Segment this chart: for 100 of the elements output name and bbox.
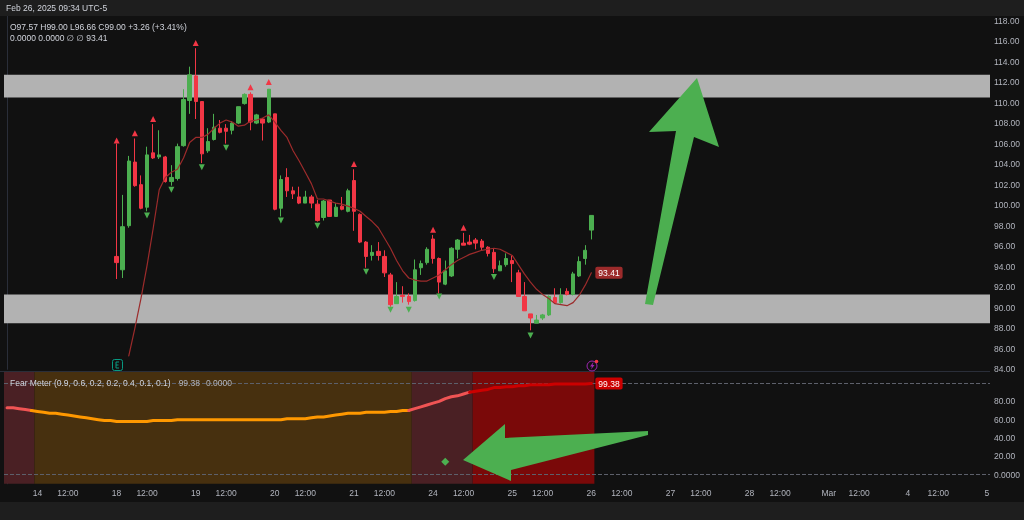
y-tick-label: 114.00 xyxy=(994,56,1020,67)
candlestick xyxy=(419,260,423,276)
candlestick xyxy=(547,294,551,317)
candlestick xyxy=(242,92,247,106)
x-tick-label: 12:00 xyxy=(452,488,475,499)
x-tick-label: 12:00 xyxy=(215,488,238,499)
line-series xyxy=(29,408,411,423)
x-tick-label: 14 xyxy=(32,488,43,499)
candlestick xyxy=(534,314,539,324)
candlestick xyxy=(504,252,508,268)
data-label: 93.41 xyxy=(598,267,620,278)
candlestick xyxy=(218,119,222,134)
y-tick-label: 96.00 xyxy=(994,241,1016,252)
y-tick-label: 104.00 xyxy=(994,159,1021,170)
text: Feb 26, 2025 09:34 UTC-5 xyxy=(6,3,108,13)
point xyxy=(144,212,151,219)
text: O97.57 H99.00 L96.66 C99.00 +3.26 (+3.41%) xyxy=(10,21,187,32)
y-tick-label: 94.00 xyxy=(994,261,1016,272)
candlestick xyxy=(583,244,587,266)
candlestick xyxy=(437,256,441,294)
candlestick xyxy=(559,287,563,305)
candlestick xyxy=(236,106,241,125)
x-tick-label: 25 xyxy=(507,488,518,499)
line-series xyxy=(468,382,593,394)
x-tick-label: 19 xyxy=(190,488,201,499)
point xyxy=(430,226,437,233)
x-tick-label: 12:00 xyxy=(57,488,79,499)
candlestick xyxy=(212,113,216,142)
candlestick xyxy=(273,113,277,211)
x-tick-label: Mar xyxy=(821,488,837,499)
point xyxy=(314,222,321,229)
candlestick xyxy=(376,241,381,262)
candlestick xyxy=(248,91,253,131)
candlestick xyxy=(133,137,137,188)
candlestick xyxy=(230,120,234,135)
point xyxy=(527,332,534,339)
point xyxy=(113,137,120,144)
candlestick xyxy=(431,234,435,265)
y-tick-label: 84.00 xyxy=(994,364,1016,375)
candlestick xyxy=(224,123,228,145)
candlestick xyxy=(151,123,155,160)
point xyxy=(436,293,443,300)
x-tick-label: 20 xyxy=(270,488,280,499)
x-tick-label: 12:00 xyxy=(294,488,317,499)
y-tick-label: 102.00 xyxy=(994,179,1021,190)
annotation: 99.38 xyxy=(178,377,201,388)
candlestick xyxy=(157,129,161,160)
point xyxy=(490,273,497,280)
point xyxy=(247,84,254,91)
candlestick xyxy=(400,285,405,304)
x-tick-label: 28 xyxy=(744,488,755,499)
x-tick-label: 12:00 xyxy=(136,488,158,499)
y-tick-label: 90.00 xyxy=(994,302,1016,313)
y-tick-label: 86.00 xyxy=(994,343,1016,354)
candlestick xyxy=(346,188,350,213)
line-series xyxy=(407,390,472,412)
candlestick xyxy=(425,246,429,266)
y-tick-label: 92.00 xyxy=(994,282,1016,293)
point xyxy=(460,224,467,231)
y-tick-label: 112.00 xyxy=(994,77,1020,88)
x-tick-label: 12:00 xyxy=(848,488,871,499)
candlestick xyxy=(480,238,484,251)
x-tick-label: 5 xyxy=(984,488,990,499)
y-tick-label: 88.00 xyxy=(994,323,1016,334)
point xyxy=(363,268,370,275)
y-tick-label: 108.00 xyxy=(994,118,1021,129)
candlestick xyxy=(443,260,447,286)
point xyxy=(168,186,175,193)
point xyxy=(150,115,157,122)
point xyxy=(387,306,394,313)
candlestick xyxy=(571,271,575,296)
y-tick-label: 80.00 xyxy=(994,396,1016,407)
annotation: 0.0000 0.0000 ∅ ∅ 93.41 xyxy=(10,32,108,43)
candlestick xyxy=(206,127,210,154)
candlestick xyxy=(285,167,289,198)
y-tick-label: 0.0000 xyxy=(994,469,1021,480)
x-tick-label: 12:00 xyxy=(769,488,791,499)
x-tick-label: 21 xyxy=(349,488,359,499)
y-tick-label: 60.00 xyxy=(994,414,1016,425)
candlestick xyxy=(553,287,557,305)
y-tick-label: 110.00 xyxy=(994,97,1020,108)
x-tick-label: 12:00 xyxy=(690,488,712,499)
y-tick-label: 100.00 xyxy=(994,200,1021,211)
candlestick xyxy=(540,313,545,321)
x-tick-label: 12:00 xyxy=(373,488,396,499)
candlestick xyxy=(297,186,301,205)
text: Fear Meter (0.9, 0.6, 0.2, 0.2, 0.4, 0.1, 0.1) xyxy=(10,377,171,388)
point xyxy=(198,164,205,171)
candlestick xyxy=(279,174,283,217)
candlestick xyxy=(303,190,307,204)
candlestick xyxy=(407,292,411,306)
candlestick xyxy=(589,214,594,240)
point xyxy=(350,161,357,168)
annotation: 0.0000 xyxy=(205,377,233,388)
candlestick xyxy=(340,196,344,211)
candlestick xyxy=(194,47,198,120)
y-tick-label: 106.00 xyxy=(994,138,1021,149)
candlestick xyxy=(492,247,496,274)
candlestick xyxy=(577,255,581,278)
candlestick xyxy=(163,155,167,184)
